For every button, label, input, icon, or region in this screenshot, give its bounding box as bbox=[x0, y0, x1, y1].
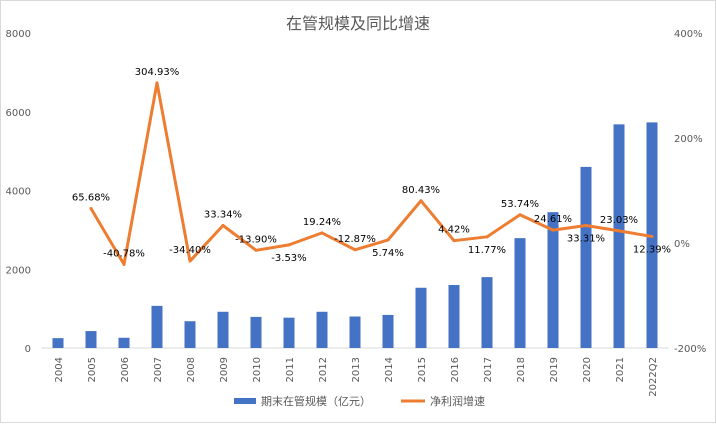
line-point-2011 bbox=[287, 243, 291, 247]
bar-2015 bbox=[415, 287, 427, 348]
data-label-2011: -3.53% bbox=[271, 253, 306, 264]
x-tick-label: 2004 bbox=[54, 357, 65, 382]
x-tick-label: 2013 bbox=[351, 357, 362, 382]
bar-2005 bbox=[85, 331, 97, 348]
x-tick-label: 2012 bbox=[318, 357, 329, 382]
bar-2016 bbox=[448, 285, 460, 348]
left-tick-label: 4000 bbox=[6, 187, 31, 198]
data-label-2016: 4.42% bbox=[438, 225, 470, 236]
x-tick-label: 2015 bbox=[417, 357, 428, 382]
bar-2013 bbox=[349, 316, 361, 348]
x-tick-label: 2017 bbox=[483, 357, 494, 382]
data-label-2017: 11.77% bbox=[468, 245, 506, 256]
x-tick-label: 2007 bbox=[153, 357, 164, 382]
data-label-2015: 80.43% bbox=[402, 185, 440, 196]
data-label-2022Q2: 12.39% bbox=[633, 244, 671, 255]
data-label-2013: -12.87% bbox=[334, 234, 376, 245]
x-tick-label: 2011 bbox=[285, 357, 296, 382]
x-tick-label: 2020 bbox=[582, 357, 593, 382]
data-label-2018: 53.74% bbox=[501, 199, 539, 210]
data-label-2006: -40.78% bbox=[103, 248, 145, 259]
data-label-2019: 24.61% bbox=[534, 214, 572, 225]
right-tick-label: 400% bbox=[674, 29, 703, 40]
line-point-2008 bbox=[188, 259, 192, 263]
left-tick-label: 0 bbox=[25, 344, 31, 355]
x-tick-label: 2005 bbox=[87, 357, 98, 382]
bar-2020 bbox=[580, 166, 592, 348]
line-point-2013 bbox=[353, 248, 357, 252]
line-point-2007 bbox=[155, 81, 159, 85]
x-tick-label: 2016 bbox=[450, 357, 461, 382]
bar-2014 bbox=[382, 314, 394, 348]
bar-2017 bbox=[481, 277, 493, 348]
bar-2018 bbox=[514, 238, 526, 348]
x-tick-label: 2022Q2 bbox=[648, 357, 659, 397]
line-point-2009 bbox=[221, 223, 225, 227]
left-tick-label: 2000 bbox=[6, 265, 31, 276]
right-tick-label: 200% bbox=[674, 134, 703, 145]
bar-2007 bbox=[151, 305, 163, 348]
data-label-2020: 33.31% bbox=[567, 234, 605, 245]
x-tick-label: 2008 bbox=[186, 357, 197, 382]
data-label-2012: 19.24% bbox=[303, 217, 341, 228]
bar-2019 bbox=[547, 212, 559, 348]
legend-line-label: 净利润增速 bbox=[430, 394, 485, 408]
right-tick-label: -200% bbox=[674, 344, 706, 355]
line-point-2017 bbox=[485, 235, 489, 239]
x-tick-label: 2019 bbox=[549, 357, 560, 382]
chart-title: 在管规模及同比增速 bbox=[286, 14, 430, 33]
x-tick-label: 2006 bbox=[120, 357, 131, 382]
line-point-2019 bbox=[551, 228, 555, 232]
bar-2009 bbox=[217, 311, 229, 348]
legend: 期末在管规模（亿元） 净利润增速 bbox=[234, 394, 485, 408]
bar-2010 bbox=[250, 316, 262, 348]
data-label-2008: -34.40% bbox=[169, 245, 211, 256]
bar-2021 bbox=[613, 124, 625, 348]
left-tick-label: 6000 bbox=[6, 108, 31, 119]
data-label-2014: 5.74% bbox=[372, 248, 404, 259]
line-point-2015 bbox=[419, 199, 423, 203]
x-tick-label: 2018 bbox=[516, 357, 527, 382]
line-point-2005 bbox=[89, 207, 93, 211]
x-tick-label: 2010 bbox=[252, 357, 263, 382]
line-point-2018 bbox=[518, 213, 522, 217]
x-tick-label: 2021 bbox=[615, 357, 626, 382]
data-label-2005: 65.68% bbox=[72, 193, 110, 204]
bar-2011 bbox=[283, 317, 295, 348]
line-point-2006 bbox=[122, 262, 126, 266]
data-label-2021: 23.03% bbox=[600, 215, 638, 226]
data-label-2007: 304.93% bbox=[135, 67, 180, 78]
line-point-2012 bbox=[320, 231, 324, 235]
right-tick-label: 0% bbox=[674, 239, 690, 250]
left-tick-label: 8000 bbox=[6, 29, 31, 40]
data-label-2009: 33.34% bbox=[204, 209, 242, 220]
legend-bar-swatch bbox=[234, 398, 256, 404]
x-tick-label: 2009 bbox=[219, 357, 230, 382]
bar-2008 bbox=[184, 321, 196, 348]
line-point-2014 bbox=[386, 238, 390, 242]
line-point-2020 bbox=[584, 224, 588, 228]
bar-2012 bbox=[316, 311, 328, 348]
line-point-2010 bbox=[254, 248, 258, 252]
growth-line bbox=[89, 81, 653, 266]
legend-bar-label: 期末在管规模（亿元） bbox=[261, 394, 371, 408]
line-point-2016 bbox=[452, 239, 456, 243]
bar-2006 bbox=[118, 337, 130, 348]
x-tick-label: 2014 bbox=[384, 357, 395, 382]
line-point-2021 bbox=[617, 229, 621, 233]
data-label-2010: -13.90% bbox=[235, 234, 277, 245]
line-point-2022Q2 bbox=[650, 234, 654, 238]
bar-2004 bbox=[52, 338, 64, 348]
